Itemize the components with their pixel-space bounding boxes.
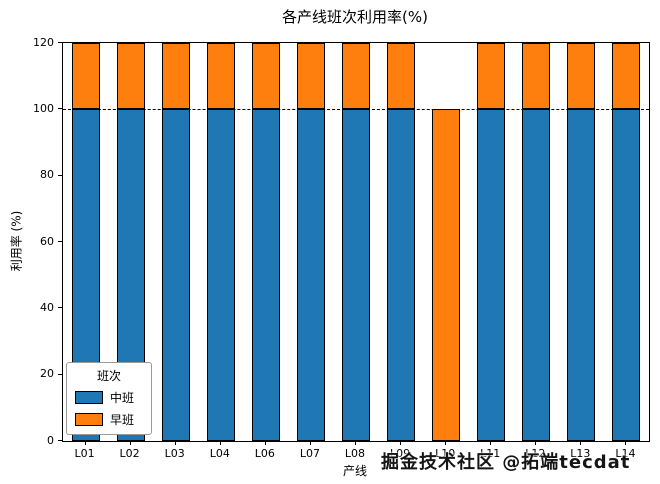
x-tick-mark bbox=[174, 441, 176, 445]
x-tick-label: L10 bbox=[435, 447, 456, 460]
bar-segment-早班-L04 bbox=[206, 43, 235, 110]
x-tick-mark bbox=[490, 441, 492, 445]
bar-segment-早班-L12 bbox=[522, 43, 551, 110]
x-tick-mark bbox=[625, 441, 627, 445]
x-tick-label: L11 bbox=[480, 447, 501, 460]
y-tick-label: 60 bbox=[40, 234, 54, 248]
x-tick-label: L13 bbox=[570, 447, 591, 460]
bar-segment-早班-L06 bbox=[251, 43, 280, 110]
bar-segment-中班-L08 bbox=[342, 109, 370, 441]
legend-title: 班次 bbox=[96, 369, 121, 383]
bar-segment-早班-L02 bbox=[116, 43, 145, 110]
chart-title: 各产线班次利用率(%) bbox=[282, 8, 428, 26]
x-axis-label: 产线 bbox=[342, 464, 367, 478]
bar-segment-中班-L11 bbox=[477, 109, 506, 441]
y-tick-label: 0 bbox=[47, 433, 54, 447]
x-tick-label: L09 bbox=[389, 447, 411, 460]
legend-entry-label: 中班 bbox=[110, 391, 135, 405]
bar-segment-早班-L13 bbox=[567, 43, 596, 110]
x-tick-mark bbox=[445, 441, 447, 445]
x-tick-label: L06 bbox=[254, 447, 275, 460]
bar-segment-早班-L07 bbox=[296, 43, 325, 110]
y-tick-mark bbox=[58, 241, 62, 242]
y-tick-mark bbox=[58, 174, 62, 176]
bar-segment-中班-L13 bbox=[567, 109, 596, 441]
bar-segment-早班-L01 bbox=[71, 43, 100, 110]
y-tick-mark bbox=[58, 440, 62, 441]
legend-entries: 中班 早班 bbox=[75, 389, 143, 428]
x-tick-label: L12 bbox=[525, 447, 546, 460]
x-tick-label: L03 bbox=[164, 447, 185, 460]
bar-segment-中班-L06 bbox=[251, 109, 280, 441]
y-tick-mark bbox=[58, 108, 62, 110]
x-tick-mark bbox=[219, 441, 221, 445]
bar-segment-中班-L12 bbox=[522, 109, 551, 441]
bar-segment-中班-L03 bbox=[161, 109, 190, 441]
y-tick-mark bbox=[58, 373, 62, 375]
x-tick-mark bbox=[264, 441, 266, 445]
x-tick-mark bbox=[580, 441, 582, 445]
legend: 班次 中班早班 bbox=[66, 362, 152, 435]
watermark: 掘金技术社区 @拓端tecdat bbox=[381, 452, 631, 473]
x-tick-label: L08 bbox=[344, 447, 366, 460]
bar-segment-中班-L09 bbox=[387, 109, 416, 441]
bar-segment-早班-L03 bbox=[161, 43, 190, 110]
x-tick-mark bbox=[309, 441, 311, 445]
y-tick-label: 20 bbox=[40, 367, 54, 381]
y-tick-label: 40 bbox=[40, 300, 54, 314]
legend-entry-中班: 中班 bbox=[75, 389, 143, 406]
x-tick-label: L14 bbox=[615, 447, 636, 460]
bar-segment-中班-L04 bbox=[206, 109, 235, 441]
bar-segment-早班-L14 bbox=[612, 43, 641, 110]
x-tick-mark bbox=[84, 441, 86, 445]
bar-segment-早班-L11 bbox=[477, 43, 506, 110]
x-tick-mark bbox=[535, 441, 537, 445]
y-tick-label: 100 bbox=[33, 101, 54, 115]
y-tick-label: 80 bbox=[40, 168, 54, 182]
x-tick-mark bbox=[355, 441, 356, 445]
bar-segment-中班-L07 bbox=[296, 109, 325, 441]
bar-segment-中班-L14 bbox=[612, 109, 641, 441]
bar-segment-早班-L08 bbox=[342, 43, 370, 110]
legend-entry-早班: 早班 bbox=[75, 411, 143, 428]
bar-segment-早班-L09 bbox=[387, 43, 416, 110]
x-tick-label: L01 bbox=[74, 447, 95, 460]
x-tick-mark bbox=[129, 441, 131, 445]
y-tick-label: 120 bbox=[33, 35, 54, 49]
y-tick-mark bbox=[58, 307, 62, 309]
legend-color-patch bbox=[75, 391, 103, 404]
y-tick-mark bbox=[58, 42, 62, 43]
plot-area bbox=[62, 42, 650, 442]
x-tick-mark bbox=[400, 441, 402, 445]
legend-entry-label: 早班 bbox=[110, 413, 135, 427]
legend-color-patch bbox=[75, 413, 103, 426]
x-tick-label: L07 bbox=[299, 447, 320, 460]
x-tick-label: L04 bbox=[209, 447, 230, 460]
x-tick-label: L02 bbox=[119, 447, 140, 460]
bar-segment-早班-L10 bbox=[432, 109, 461, 441]
